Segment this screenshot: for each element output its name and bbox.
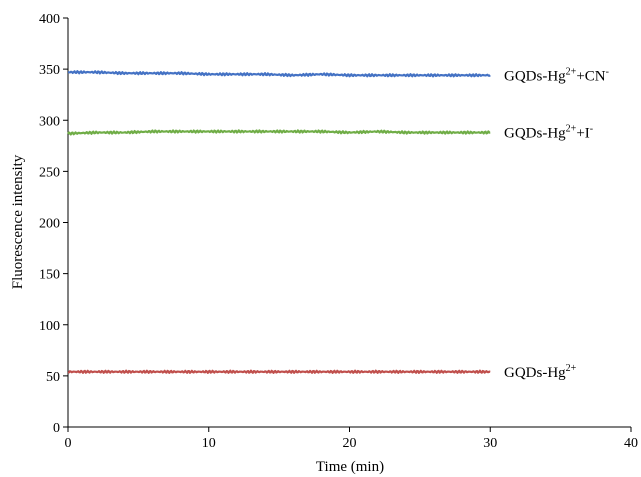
superscript: 2+ — [566, 66, 577, 77]
y-tick-label: 100 — [39, 319, 60, 334]
series-line — [67, 70, 491, 78]
series-label: GQDs-Hg2++CN- — [504, 66, 609, 84]
series-lines — [67, 70, 491, 374]
series-line — [67, 129, 491, 136]
series-labels: GQDs-Hg2++CN-GQDs-Hg2++I-GQDs-Hg2+ — [504, 66, 609, 381]
superscript: 2+ — [566, 124, 577, 135]
label-text: GQDs-Hg — [504, 68, 566, 84]
x-tick-label: 20 — [343, 436, 357, 451]
series-line — [67, 369, 491, 374]
x-tick-label: 10 — [202, 436, 216, 451]
axes: 0 50 100 150 200 250 300 350 400 0 10 20 30 40 — [39, 12, 638, 451]
label-text: +I — [576, 126, 589, 142]
y-tick-label: 200 — [39, 217, 60, 232]
y-axis-title: Fluorescence intensity — [10, 154, 26, 289]
y-tick-label: 150 — [39, 268, 60, 283]
label-text: GQDs-Hg — [504, 126, 566, 142]
x-axis-title: Time (min) — [316, 459, 384, 475]
x-tick-label: 30 — [483, 436, 497, 451]
superscript: - — [606, 66, 609, 77]
x-tick-label: 0 — [65, 436, 72, 451]
label-text: +CN — [576, 68, 605, 84]
y-tick-label: 0 — [53, 421, 60, 436]
series-label: GQDs-Hg2+ — [504, 363, 577, 381]
x-tick-label: 40 — [624, 436, 638, 451]
superscript: 2+ — [566, 363, 577, 374]
y-tick-label: 250 — [39, 165, 60, 180]
y-tick-label: 300 — [39, 114, 60, 129]
superscript: - — [590, 124, 593, 135]
y-tick-label: 400 — [39, 12, 60, 27]
y-tick-label: 350 — [39, 63, 60, 78]
label-text: GQDs-Hg — [504, 365, 566, 381]
y-tick-label: 50 — [46, 370, 60, 385]
series-label: GQDs-Hg2++I- — [504, 124, 593, 142]
